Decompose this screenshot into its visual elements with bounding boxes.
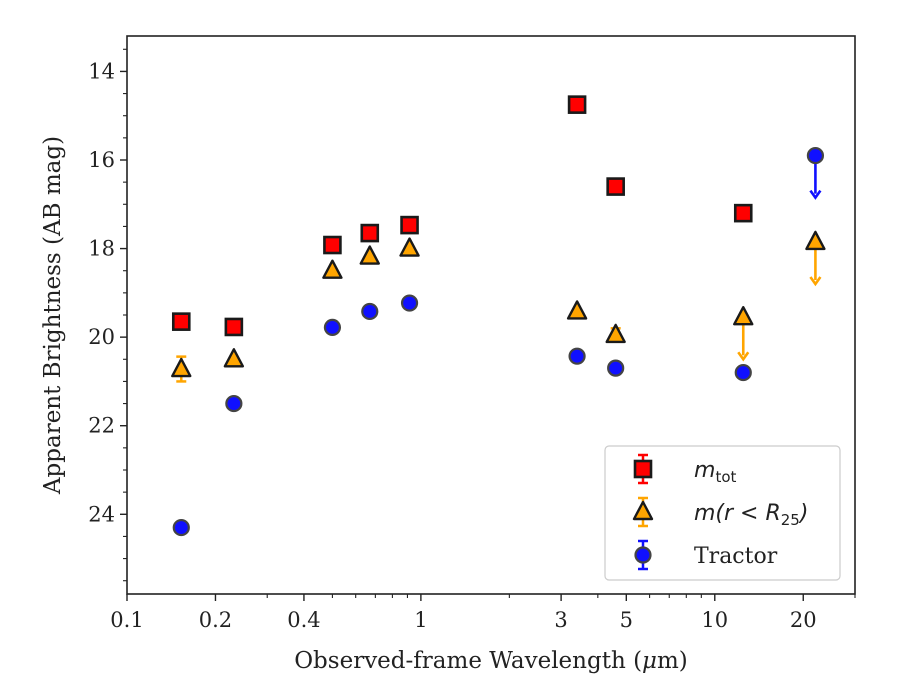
data-point-triangle: [566, 300, 588, 320]
legend-label-tail: ): [798, 501, 809, 526]
x-tick-label: 0.1: [110, 608, 143, 632]
x-axis-label-end: m): [657, 648, 688, 674]
legend: mtot m(r < R25) Tractor: [604, 445, 841, 581]
data-point-triangle: [171, 357, 192, 378]
upper-limit-arrow-head: [737, 351, 750, 362]
data-point-circle: [400, 294, 419, 312]
upper-limit-arrow-head: [809, 189, 822, 200]
upper-limit-arrow-head: [809, 276, 822, 287]
data-point-square: [171, 312, 191, 331]
legend-marker-triangle: [632, 500, 654, 521]
series-square-group: [171, 95, 753, 337]
data-point-circle: [568, 347, 586, 365]
y-axis-label: Apparent Brightness (AB mag): [40, 136, 66, 495]
x-tick-label: 20: [790, 608, 817, 632]
x-tick-label: 0.4: [287, 608, 320, 632]
data-point-square: [360, 223, 380, 243]
x-tick-label: 10: [701, 608, 728, 632]
legend-label-main: m: [694, 458, 715, 483]
legend-label: mtot: [694, 458, 736, 486]
data-point-triangle: [399, 237, 420, 257]
legend-marker-circle: [634, 546, 652, 564]
plot-frame: [126, 35, 856, 595]
data-point-circle: [361, 302, 379, 321]
data-point-circle: [806, 146, 825, 165]
series-triangle-group: [171, 230, 826, 383]
y-tick-label: 16: [88, 148, 115, 172]
data-point-triangle: [733, 306, 754, 326]
data-point-square: [733, 203, 753, 223]
legend-label: m(r < R25): [694, 501, 808, 529]
x-tick-label: 1: [414, 608, 427, 632]
data-point-circle: [225, 394, 243, 413]
data-point-circle: [607, 359, 625, 377]
legend-label: Tractor: [694, 544, 778, 569]
y-tick-label: 14: [88, 59, 115, 83]
legend-box: [604, 445, 841, 581]
data-point-triangle: [805, 230, 826, 251]
data-point-square: [567, 95, 587, 114]
x-tick-label: 3: [554, 608, 567, 632]
x-tick-label: 5: [620, 608, 633, 632]
data-point-square: [400, 215, 419, 235]
axis-tick-labels: 0.1 0.2 0.4 1 3 5 10 20 14 16 18 20 22 24: [88, 59, 816, 632]
data-point-circle: [734, 363, 752, 382]
legend-marker-square: [633, 459, 653, 479]
legend-label-subscript: tot: [715, 468, 736, 486]
data-markers: [171, 95, 826, 537]
x-axis-label-mu: μ: [642, 648, 657, 674]
legend-label-subscript: 25: [781, 511, 800, 529]
data-point-square: [323, 235, 342, 255]
y-tick-label: 22: [88, 414, 115, 438]
data-point-square: [224, 317, 244, 337]
y-tick-label: 24: [88, 502, 115, 526]
data-point-triangle: [322, 259, 343, 279]
data-point-square: [606, 177, 625, 196]
data-point-triangle: [223, 348, 245, 368]
legend-label-main: m(r < R: [694, 501, 781, 526]
data-point-triangle: [605, 323, 626, 344]
data-point-triangle: [359, 245, 380, 265]
series-circle-group: [172, 146, 825, 537]
y-tick-label: 18: [88, 237, 115, 261]
data-point-circle: [323, 318, 342, 336]
data-point-circle: [172, 518, 190, 537]
y-tick-label: 20: [88, 325, 115, 349]
x-axis-label: Observed-frame Wavelength (μm): [294, 648, 688, 674]
x-axis-label-start: Observed-frame Wavelength (: [294, 648, 642, 674]
x-tick-label: 0.2: [199, 608, 232, 632]
